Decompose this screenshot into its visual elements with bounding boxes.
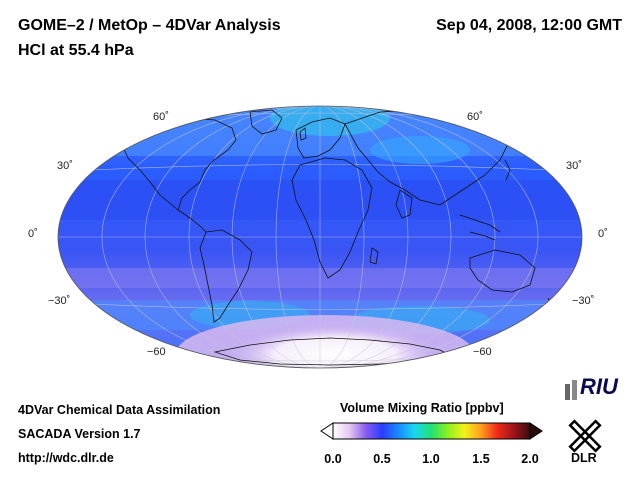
lat-label-left-0: 0˚	[28, 228, 38, 240]
dlr-logo-text: DLR	[571, 451, 597, 465]
dlr-logo	[568, 419, 602, 453]
lat-label-left-30: 30˚	[57, 160, 73, 172]
footer-line-2: SACADA Version 1.7	[18, 427, 141, 441]
colorbar-min-arrow	[320, 422, 334, 440]
colorbar-tick: 2.0	[521, 452, 539, 466]
colorbar-tick: 0.5	[373, 452, 391, 466]
map-field	[58, 106, 582, 368]
map-subtitle: HCl at 55.4 hPa	[18, 42, 134, 59]
lat-label-right-60: 60˚	[467, 111, 483, 123]
footer-line-1: 4DVar Chemical Data Assimilation	[18, 403, 221, 417]
lat-label-left-m30: −30˚	[48, 295, 71, 307]
colorbar-tick: 1.5	[472, 452, 490, 466]
riu-logo-text: RIU	[580, 374, 618, 399]
map-datetime: Sep 04, 2008, 12:00 GMT	[436, 17, 622, 34]
colorbar-title: Volume Mixing Ratio [ppbv]	[340, 401, 504, 415]
lat-label-right-m60: −60	[473, 346, 492, 358]
riu-logo-mark	[565, 380, 577, 400]
colorbar	[320, 422, 543, 440]
colorbar-tick: 1.0	[422, 452, 440, 466]
map-outline	[57, 105, 583, 369]
colorbar-max-arrow	[529, 422, 543, 440]
colorbar-tick: 0.0	[324, 452, 342, 466]
lat-label-left-60: 60˚	[153, 111, 169, 123]
footer-url: http://wdc.dlr.de	[18, 451, 114, 465]
lat-label-left-m60: −60	[147, 346, 166, 358]
lat-label-right-m30: −30˚	[572, 295, 595, 307]
lat-label-right-0: 0˚	[598, 228, 608, 240]
map-title: GOME–2 / MetOp – 4DVar Analysis	[18, 17, 281, 34]
lat-label-right-30: 30˚	[566, 160, 582, 172]
